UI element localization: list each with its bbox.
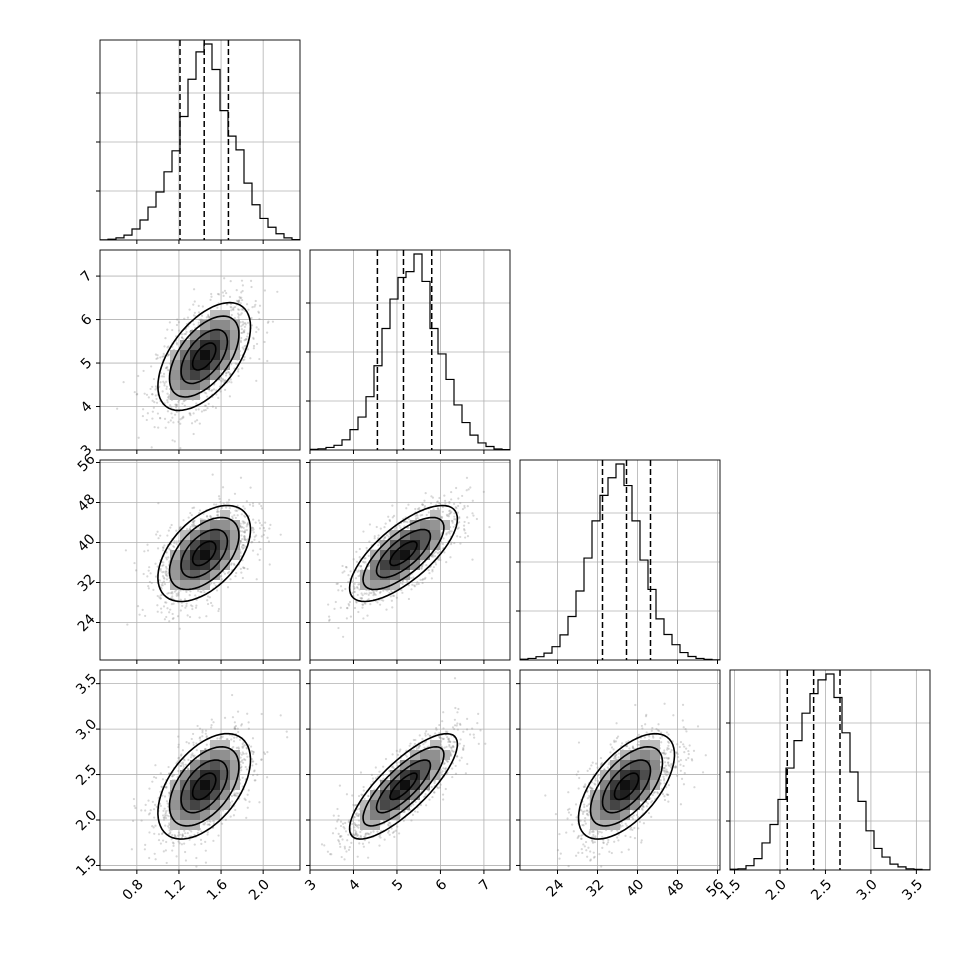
x-tick-label: 3.0 bbox=[854, 877, 881, 904]
y-tick-label: 56 bbox=[75, 451, 99, 475]
tick-marks bbox=[516, 512, 718, 664]
grid-lines bbox=[100, 40, 300, 240]
x-tick-label: 3 bbox=[302, 877, 320, 895]
y-tick-label: 2.5 bbox=[73, 762, 100, 789]
x-tick-label: 32 bbox=[583, 877, 607, 901]
x-tick-label: 0.8 bbox=[120, 877, 147, 904]
panel-frame bbox=[99, 459, 301, 661]
tick-marks bbox=[96, 92, 264, 244]
x-tick-label: 4 bbox=[346, 877, 364, 895]
x-tick-label: 48 bbox=[663, 877, 687, 901]
tick-marks bbox=[96, 275, 264, 454]
tick-marks bbox=[96, 683, 264, 874]
y-tick-label: 7 bbox=[78, 268, 96, 286]
panel-frame bbox=[309, 459, 511, 661]
panel-background bbox=[520, 460, 720, 660]
y-tick-label: 32 bbox=[75, 571, 99, 595]
x-tick-label: 40 bbox=[623, 877, 647, 901]
panel-frame bbox=[309, 669, 511, 871]
contour-lines bbox=[157, 504, 252, 603]
tick-marks bbox=[96, 462, 264, 664]
histogram-panel-2 bbox=[520, 460, 720, 660]
x-tick-label: 2.0 bbox=[763, 877, 790, 904]
contour-lines bbox=[348, 732, 459, 840]
y-tick-label: 40 bbox=[75, 531, 99, 555]
y-tick-label: 3.0 bbox=[73, 716, 100, 743]
x-tick-label: 7 bbox=[476, 877, 494, 895]
x-tick-label: 1.2 bbox=[162, 877, 189, 904]
x-tick-label: 3.5 bbox=[899, 877, 926, 904]
grid-lines bbox=[100, 670, 300, 870]
x-tick-label: 6 bbox=[433, 877, 451, 895]
x-tick-label: 24 bbox=[543, 877, 567, 901]
panel-background bbox=[310, 250, 510, 450]
tick-marks bbox=[306, 462, 485, 664]
grid-lines bbox=[730, 670, 930, 870]
panel-frame bbox=[99, 39, 301, 241]
tick-marks bbox=[306, 302, 485, 454]
grid-lines bbox=[520, 460, 720, 660]
x-tick-label: 2.5 bbox=[808, 877, 835, 904]
tick-marks bbox=[726, 722, 917, 874]
tick-marks bbox=[306, 683, 485, 874]
contour-lines bbox=[348, 504, 459, 603]
x-tick-label: 2.0 bbox=[246, 877, 273, 904]
histogram-step bbox=[100, 43, 300, 240]
histogram-step bbox=[730, 673, 930, 870]
contour-lines bbox=[577, 732, 676, 840]
x-tick-label: 5 bbox=[389, 877, 407, 895]
y-tick-label: 6 bbox=[78, 311, 96, 329]
y-tick-label: 5 bbox=[78, 355, 96, 373]
contour-lines bbox=[157, 301, 252, 412]
x-tick-label: 1.6 bbox=[204, 877, 231, 904]
y-tick-label: 3.5 bbox=[73, 671, 100, 698]
histogram-panel-1 bbox=[310, 250, 510, 450]
histogram-step bbox=[310, 253, 510, 450]
histogram-step bbox=[520, 463, 720, 660]
y-tick-label: 24 bbox=[75, 611, 99, 635]
panel-background bbox=[100, 40, 300, 240]
contour-lines bbox=[157, 732, 252, 840]
panel-frame bbox=[519, 669, 721, 871]
grid-lines bbox=[310, 670, 510, 870]
y-tick-label: 4 bbox=[78, 398, 96, 416]
panel-frame bbox=[519, 459, 721, 661]
x-tick-label: 1.5 bbox=[717, 877, 744, 904]
y-tick-label: 2.0 bbox=[73, 807, 100, 834]
grid-lines bbox=[310, 250, 510, 450]
panel-frame bbox=[99, 249, 301, 451]
panel-frame bbox=[729, 669, 931, 871]
grid-lines bbox=[310, 460, 510, 660]
y-tick-label: 48 bbox=[75, 491, 99, 515]
panel-frame bbox=[309, 249, 511, 451]
histogram-panel-0 bbox=[100, 40, 300, 240]
panel-background bbox=[730, 670, 930, 870]
panel-frame bbox=[99, 669, 301, 871]
histogram-panel-3 bbox=[730, 670, 930, 870]
tick-marks bbox=[516, 683, 718, 874]
y-tick-label: 1.5 bbox=[73, 853, 100, 880]
